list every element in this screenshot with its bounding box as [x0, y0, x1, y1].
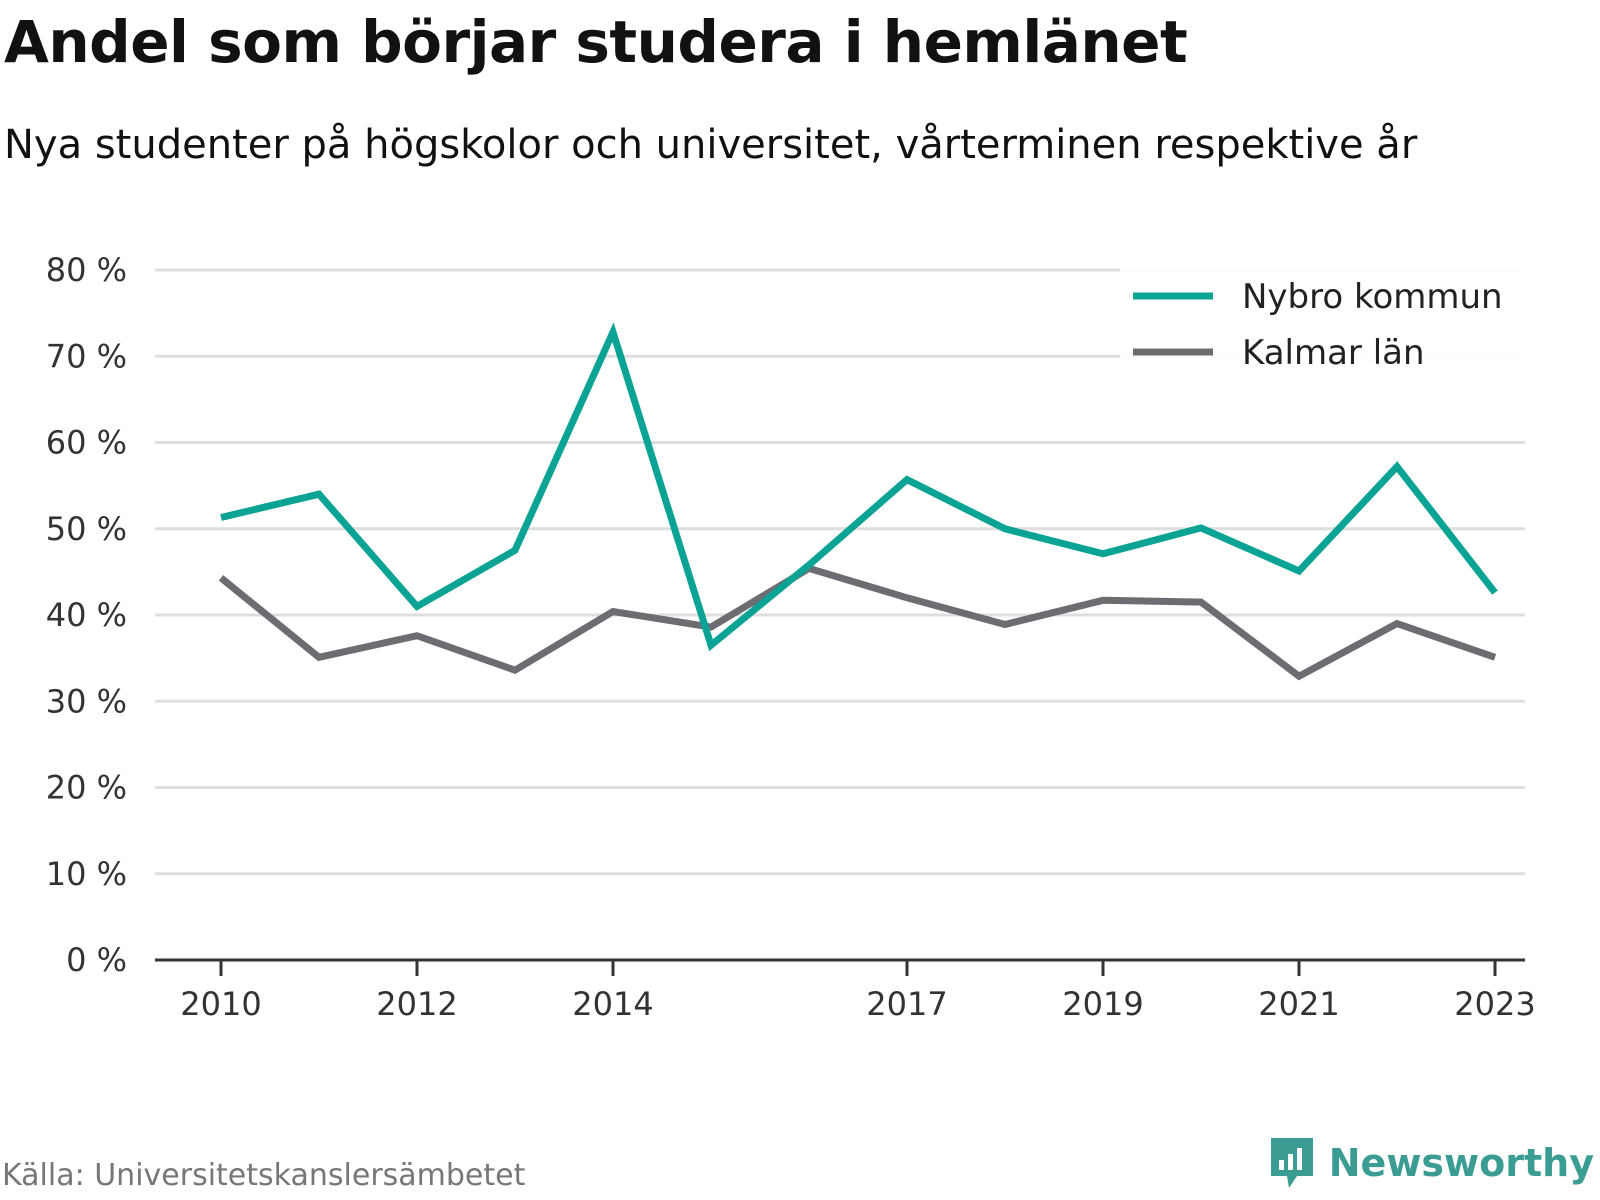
series-line-nybro-kommun: [220, 322, 1498, 652]
x-tick-label: 2012: [376, 985, 457, 1023]
chart-subtitle: Nya studenter på högskolor och universit…: [4, 122, 1418, 168]
y-tick-label: 40 %: [46, 596, 127, 634]
x-tick-label: 2019: [1062, 985, 1143, 1023]
y-tick-label: 0 %: [66, 941, 127, 979]
chart-title: Andel som börjar studera i hemlänet: [4, 8, 1188, 76]
y-tick-label: 10 %: [46, 855, 127, 893]
x-tick-label: 2017: [866, 985, 947, 1023]
y-tick-label: 60 %: [46, 424, 127, 462]
x-tick-label: 2014: [572, 985, 653, 1023]
y-tick-label: 70 %: [46, 337, 127, 375]
y-axis-ticks: 0 % 10 % 20 % 30 % 40 % 50 % 60 % 70 % 80 %: [46, 251, 127, 979]
brand-name: Newsworthy: [1328, 1141, 1594, 1185]
legend-label: Nybro kommun: [1242, 277, 1503, 317]
x-tick-label: 2023: [1454, 985, 1535, 1023]
legend: Nybro kommun Kalmar län: [1120, 262, 1545, 374]
line-chart: 0 % 10 % 20 % 30 % 40 % 50 % 60 % 70 % 80 % 2010…: [45, 251, 1545, 1023]
source-note: Källa: Universitetskanslersämbetet: [2, 1158, 526, 1193]
series-line-kalmar-län: [218, 564, 1497, 681]
y-tick-label: 20 %: [46, 769, 127, 807]
x-axis: 2010 2012 2014 2017 2019 2021 2023: [155, 958, 1536, 1023]
y-tick-label: 80 %: [46, 251, 127, 289]
brand: Newsworthy: [1267, 1134, 1594, 1192]
y-tick-label: 50 %: [46, 510, 127, 548]
series-lines: [218, 322, 1498, 681]
legend-label: Kalmar län: [1242, 333, 1425, 373]
x-tick-label: 2010: [180, 985, 261, 1023]
y-tick-label: 30 %: [46, 682, 127, 720]
newsworthy-logo-icon: [1270, 1138, 1313, 1188]
x-tick-label: 2021: [1258, 985, 1339, 1023]
